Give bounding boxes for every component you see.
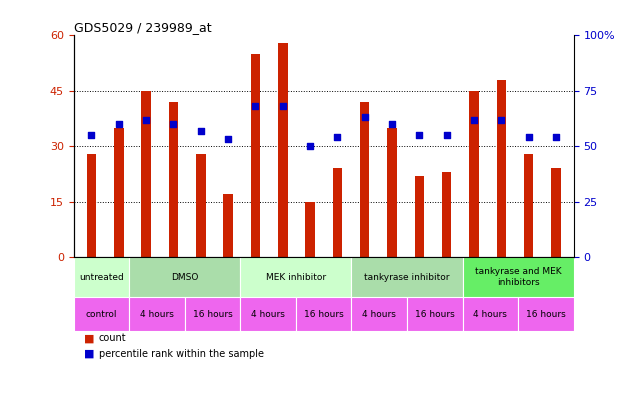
- Text: 4 hours: 4 hours: [251, 310, 285, 319]
- Bar: [551, 168, 561, 257]
- Point: [496, 116, 506, 123]
- Bar: [74, 297, 129, 331]
- Point: [524, 134, 534, 140]
- Point: [113, 121, 124, 127]
- Text: 16 hours: 16 hours: [415, 310, 454, 319]
- Bar: [387, 128, 397, 257]
- Bar: [278, 43, 288, 257]
- Point: [414, 132, 424, 138]
- Bar: [240, 297, 296, 331]
- Text: GDS5029 / 239989_at: GDS5029 / 239989_at: [74, 21, 212, 34]
- Bar: [333, 168, 342, 257]
- Bar: [114, 128, 124, 257]
- Bar: [87, 154, 96, 257]
- Text: 16 hours: 16 hours: [526, 310, 566, 319]
- Text: tankyrase inhibitor: tankyrase inhibitor: [364, 272, 450, 281]
- Bar: [129, 297, 185, 331]
- Point: [332, 134, 342, 140]
- Bar: [415, 176, 424, 257]
- Point: [469, 116, 479, 123]
- Point: [360, 114, 370, 121]
- Bar: [518, 297, 574, 331]
- Bar: [251, 54, 260, 257]
- Point: [387, 121, 397, 127]
- Text: ■: ■: [84, 333, 94, 343]
- Bar: [407, 297, 463, 331]
- Bar: [305, 202, 315, 257]
- Point: [250, 103, 260, 109]
- Bar: [196, 154, 206, 257]
- Point: [196, 127, 206, 134]
- Point: [87, 132, 97, 138]
- Point: [223, 136, 233, 143]
- Text: 4 hours: 4 hours: [140, 310, 174, 319]
- Bar: [360, 102, 369, 257]
- Text: ■: ■: [84, 349, 94, 359]
- Point: [305, 143, 315, 149]
- Bar: [463, 257, 574, 297]
- Text: percentile rank within the sample: percentile rank within the sample: [99, 349, 263, 359]
- Text: untreated: untreated: [79, 272, 124, 281]
- Point: [141, 116, 151, 123]
- Bar: [351, 257, 463, 297]
- Text: 16 hours: 16 hours: [193, 310, 233, 319]
- Bar: [169, 102, 178, 257]
- Bar: [74, 257, 129, 297]
- Bar: [223, 194, 233, 257]
- Point: [169, 121, 179, 127]
- Text: count: count: [99, 333, 126, 343]
- Text: 4 hours: 4 hours: [474, 310, 507, 319]
- Text: 4 hours: 4 hours: [362, 310, 396, 319]
- Bar: [141, 91, 151, 257]
- Bar: [524, 154, 533, 257]
- Bar: [240, 257, 351, 297]
- Point: [442, 132, 452, 138]
- Bar: [442, 172, 451, 257]
- Text: 16 hours: 16 hours: [304, 310, 344, 319]
- Text: MEK inhibitor: MEK inhibitor: [266, 272, 326, 281]
- Text: DMSO: DMSO: [171, 272, 199, 281]
- Bar: [497, 80, 506, 257]
- Text: tankyrase and MEK
inhibitors: tankyrase and MEK inhibitors: [475, 267, 562, 287]
- Bar: [469, 91, 479, 257]
- Bar: [296, 297, 351, 331]
- Point: [278, 103, 288, 109]
- Bar: [185, 297, 240, 331]
- Bar: [351, 297, 407, 331]
- Text: control: control: [86, 310, 117, 319]
- Point: [551, 134, 561, 140]
- Bar: [129, 257, 240, 297]
- Bar: [463, 297, 518, 331]
